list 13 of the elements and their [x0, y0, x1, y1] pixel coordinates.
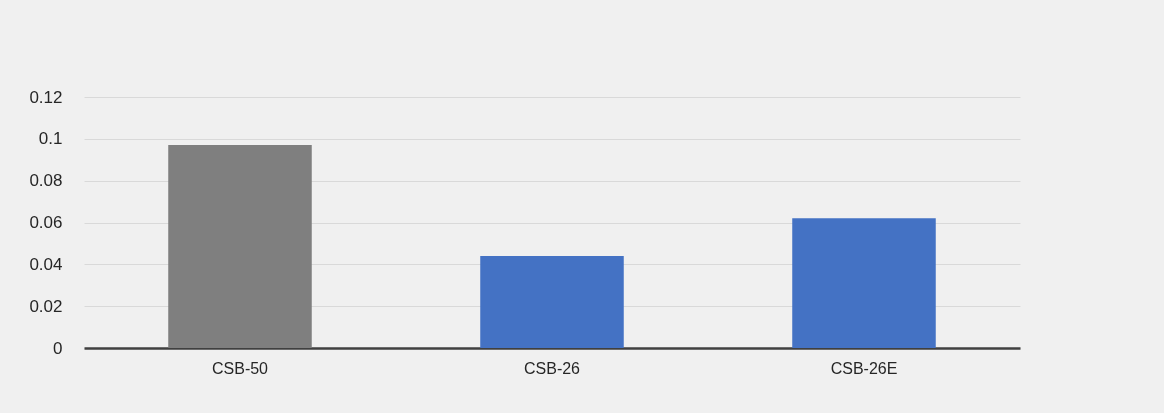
y-tick-label: 0.04 — [29, 254, 63, 274]
bar — [480, 255, 624, 348]
y-tick-label: 0.06 — [29, 213, 63, 232]
x-tick-label: CSB-50 — [211, 359, 269, 377]
bar — [792, 218, 936, 348]
y-tick-label: 0.02 — [29, 296, 63, 316]
y-tick-label: 0.08 — [29, 171, 63, 191]
bar — [168, 145, 312, 348]
x-tick-label: CSB-26 — [523, 359, 581, 377]
y-tick-label: 0.1 — [38, 129, 63, 149]
x-tick-label: CSB-26E — [830, 359, 898, 377]
y-tick-label: 0 — [53, 338, 63, 358]
y-tick-label: 0.12 — [29, 87, 63, 107]
